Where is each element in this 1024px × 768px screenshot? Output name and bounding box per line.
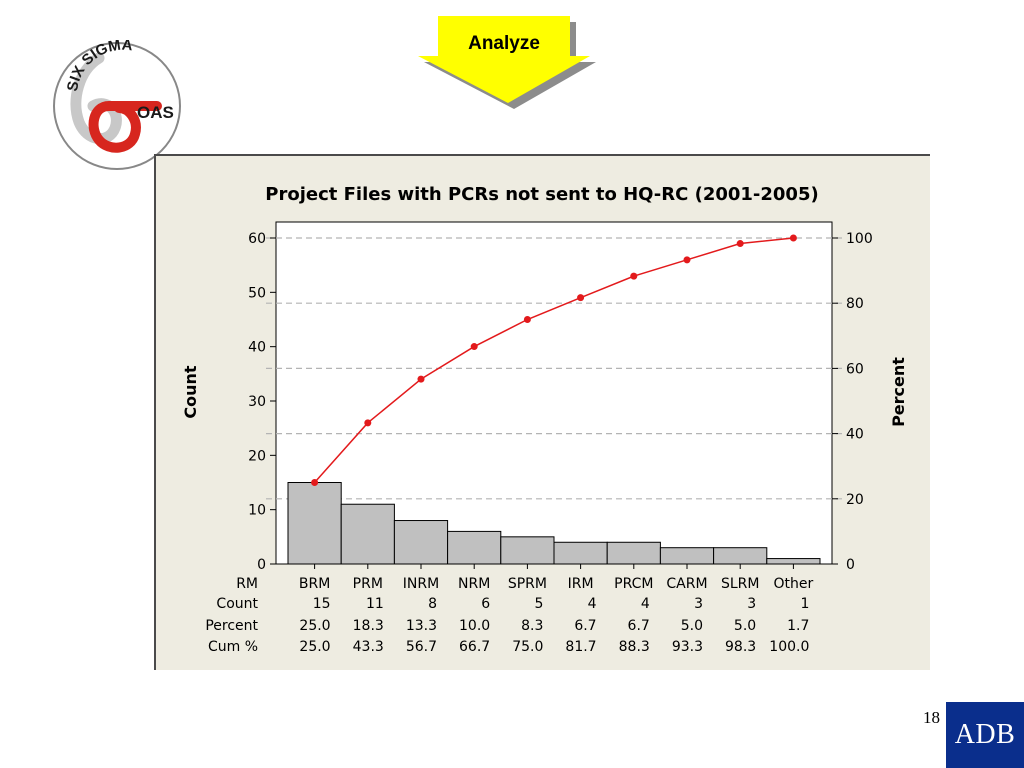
category-label: INRM bbox=[403, 576, 439, 592]
y-right-tick-label: 0 bbox=[846, 557, 855, 573]
table-cum-cell: 81.7 bbox=[565, 639, 596, 655]
logo-oas-text: OAS bbox=[137, 103, 174, 122]
cumulative-point bbox=[417, 375, 425, 383]
chart-title: Project Files with PCRs not sent to HQ-R… bbox=[265, 184, 818, 205]
y-left-tick-label: 40 bbox=[248, 340, 266, 356]
table-percent-cell: 6.7 bbox=[628, 618, 650, 634]
sigma-symbol-shape bbox=[88, 101, 162, 153]
table-count-cell: 5 bbox=[534, 596, 543, 612]
category-label: CARM bbox=[666, 576, 707, 592]
table-cum-cell: 43.3 bbox=[353, 639, 384, 655]
category-label: PRM bbox=[353, 576, 383, 592]
six-sigma-oas-logo: SIX SIGMA OAS bbox=[53, 40, 181, 170]
y-right-tick-label: 40 bbox=[846, 427, 864, 443]
y-axis-right-label: Percent bbox=[889, 357, 908, 427]
y-left-tick-label: 50 bbox=[248, 285, 266, 301]
table-percent-cell: 5.0 bbox=[681, 618, 703, 634]
y-left-tick-label: 60 bbox=[248, 231, 266, 247]
cumulative-point bbox=[789, 234, 797, 242]
table-percent-cell: 1.7 bbox=[787, 618, 809, 634]
pareto-chart-panel: Project Files with PCRs not sent to HQ-R… bbox=[154, 154, 930, 670]
bar bbox=[393, 520, 449, 565]
cumulative-point bbox=[736, 240, 744, 248]
table-count-cell: 1 bbox=[800, 596, 809, 612]
table-cum-cell: 25.0 bbox=[299, 639, 330, 655]
table-percent-cell: 5.0 bbox=[734, 618, 756, 634]
cumulative-line bbox=[314, 237, 794, 483]
table-count-cell: 4 bbox=[588, 596, 597, 612]
bars-group bbox=[287, 482, 821, 565]
table-count-cell: 11 bbox=[366, 596, 384, 612]
cumulative-point bbox=[523, 316, 531, 323]
bar bbox=[606, 541, 661, 565]
table-count-cell: 3 bbox=[694, 596, 703, 612]
table-cum-cell: 98.3 bbox=[725, 639, 756, 655]
stage-label: Analyze bbox=[468, 33, 540, 54]
y-right-tick-label: 60 bbox=[846, 361, 864, 377]
bar bbox=[713, 547, 768, 565]
table-percent-cell: 18.3 bbox=[353, 618, 384, 634]
table-row-label: RM bbox=[236, 576, 258, 592]
table-cum-cell: 66.7 bbox=[459, 639, 490, 655]
table-percent-cell: 10.0 bbox=[459, 618, 490, 634]
table-count-cell: 4 bbox=[641, 596, 650, 612]
y-left-tick-label: 20 bbox=[248, 448, 266, 464]
bar bbox=[500, 536, 555, 565]
table-percent-cell: 8.3 bbox=[521, 618, 543, 634]
cumulative-point bbox=[683, 256, 691, 264]
table-percent-cell: 6.7 bbox=[574, 618, 596, 634]
table-count-cell: 15 bbox=[313, 596, 331, 612]
table-cum-cell: 75.0 bbox=[512, 639, 543, 655]
y-right-tick-label: 100 bbox=[846, 231, 873, 247]
page-number: 18 bbox=[923, 708, 940, 727]
table-row-label: Cum % bbox=[208, 639, 258, 655]
table-count-cell: 3 bbox=[747, 596, 756, 612]
pareto-chart: Project Files with PCRs not sent to HQ-R… bbox=[181, 184, 908, 655]
grid-lines bbox=[266, 237, 842, 500]
bar bbox=[659, 547, 715, 565]
category-label: PRCM bbox=[614, 576, 653, 592]
table-percent-cell: 25.0 bbox=[299, 618, 330, 634]
cumulative-point bbox=[470, 343, 478, 351]
y-left-tick-label: 30 bbox=[248, 394, 266, 410]
table-row-label: Percent bbox=[205, 618, 258, 634]
category-label: IRM bbox=[568, 576, 594, 592]
adb-logo: ADB bbox=[946, 702, 1024, 768]
bar bbox=[340, 503, 395, 565]
analyze-stage-arrow bbox=[418, 16, 596, 109]
table-count-cell: 8 bbox=[428, 596, 437, 612]
table-count-cell: 6 bbox=[481, 596, 490, 612]
cumulative-point bbox=[630, 272, 638, 280]
bar bbox=[766, 558, 821, 565]
y-axis-left-label: Count bbox=[181, 365, 200, 419]
data-table: RM Count Percent Cum % BRM PRM INRM NRM SPRM IRM P… bbox=[205, 576, 813, 655]
category-label: NRM bbox=[458, 576, 490, 592]
cumulative-point bbox=[364, 419, 372, 427]
bar bbox=[447, 530, 502, 565]
y-right-tick-label: 20 bbox=[846, 492, 864, 508]
category-label: Other bbox=[774, 576, 814, 592]
cumulative-point bbox=[577, 294, 585, 302]
table-percent-cell: 13.3 bbox=[406, 618, 437, 634]
category-label: BRM bbox=[299, 576, 330, 592]
category-label: SLRM bbox=[721, 576, 760, 592]
cumulative-line-group bbox=[311, 234, 797, 486]
y-right-tick-label: 80 bbox=[846, 296, 864, 312]
bar bbox=[287, 482, 342, 565]
table-row-label: Count bbox=[216, 596, 258, 612]
table-cum-cell: 56.7 bbox=[406, 639, 437, 655]
table-cum-cell: 93.3 bbox=[672, 639, 703, 655]
bar bbox=[553, 541, 608, 565]
table-cum-cell: 88.3 bbox=[619, 639, 650, 655]
category-label: SPRM bbox=[508, 576, 547, 592]
y-left-tick-label: 10 bbox=[248, 503, 266, 519]
axes-group: 0 10 20 30 40 50 60 0 20 40 60 80 100 bbox=[248, 231, 873, 573]
cumulative-point bbox=[311, 479, 319, 486]
table-cum-cell: 100.0 bbox=[769, 639, 809, 655]
y-left-tick-label: 0 bbox=[257, 557, 266, 573]
